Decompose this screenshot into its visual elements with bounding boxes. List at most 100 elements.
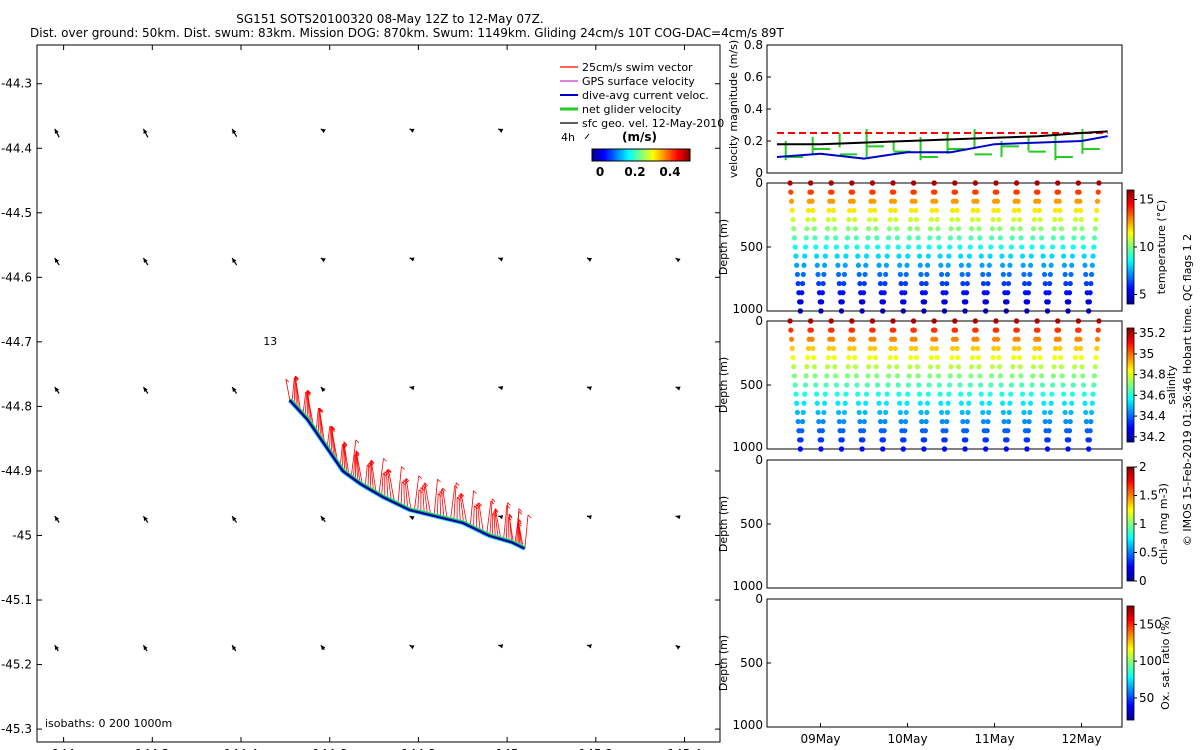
sec2-profile-point [922,428,928,434]
sec1-profile-point [1088,271,1095,278]
swim-vector [304,390,308,417]
sec2-profile-point [1039,382,1045,388]
map-annotation: 13 [263,335,277,348]
sec1-profile-point [892,207,898,214]
sec2-profile-point [941,446,948,452]
sec2-profile-point [1050,373,1056,379]
sec1-profile-point [860,290,867,296]
sec2-profile-point [945,400,951,406]
sec1-profile-point [1076,189,1082,195]
sec1-profile-point [1055,180,1061,186]
sec2-profile-point [1000,409,1006,416]
sec2-profile-point [1055,327,1062,333]
sec2-profile-point [1077,345,1084,352]
sec1-profile-point [957,244,963,250]
sec2-profile-point [1069,391,1076,397]
map-xtick-label: 144 [52,747,75,750]
sec2-profile-point [933,345,940,352]
sec1-profile-point [875,253,881,259]
sec1-profile-point [876,262,882,268]
sec1-profile-point [1086,308,1092,314]
sec2-profile-point [847,345,853,352]
velocity-ytick-label: 0.2 [744,134,763,148]
sec1-profile-point [969,226,975,232]
sec1-profile-point [850,198,856,204]
map-colorbar [591,148,691,162]
swim-vector [369,461,372,490]
sec1-profile-point [979,262,985,268]
sec2-profile-point [877,409,883,416]
sec1-profile-point [801,262,807,268]
sec1-profile-point [958,253,964,259]
sec1-profile-point [1038,235,1045,241]
sec1-profile-point [907,226,913,232]
sec1-profile-point [810,207,816,214]
sec1-profile-point [821,271,827,278]
sfc-velocity-arrow-head [498,644,504,649]
sec2-profile-point [970,345,976,352]
swim-vector [433,479,438,516]
sec1-profile-point [1003,308,1009,314]
map-ytick-label: -45.2 [1,658,32,672]
sec2-profile-point [952,318,958,324]
sec1-profile-point [936,235,942,241]
sec2-profile-point [852,364,859,370]
sec2-profile-point [829,327,835,333]
sec2-profile-point [833,382,839,388]
swim-vector-head [331,428,335,432]
sec2-profile-point [791,364,797,370]
sec1-profile-point [933,198,939,204]
sec1-profile-point [788,189,794,195]
sec1-profile-point [1062,271,1068,278]
sec2-profile-point [937,391,943,397]
sec2-profile-point [863,400,869,406]
sec1-profile-point [886,226,892,232]
sec1-ytick-label: 1000 [732,302,763,316]
sec2-profile-point [967,382,973,388]
sec1-ctick-label: 15 [1139,193,1154,207]
sec1-profile-point [927,235,933,241]
sec2-profile-point [804,364,810,370]
sec2-profile-point [811,364,817,370]
sec2-profile-point [1060,382,1066,388]
swim-vector [505,502,508,541]
swim-vector [367,463,370,489]
sec1-profile-point [975,216,981,223]
sec2-profile-point [870,327,876,333]
sec1-profile-point [840,290,846,296]
sec2-profile-point [916,382,922,388]
map-ytick-label: -44.7 [1,335,32,349]
sec1-profile-point [931,180,937,186]
sec2-profile-point [874,382,881,388]
swim-vector [439,491,442,518]
sec1-profile-point [846,216,852,223]
sec2-profile-point [853,373,859,379]
sec2-profile-point [823,382,829,388]
sec1-profile-point [881,290,887,296]
sec1-profile-point [1050,235,1056,241]
sec2-profile-point [1032,345,1038,352]
sec2-profile-point [1052,354,1058,361]
map-ytick-label: -44.4 [1,141,32,155]
swim-vector [381,473,384,497]
sec2-profile-point [1008,391,1014,397]
sec2-profile-point [1011,345,1017,352]
sec2-profile-point [895,382,901,388]
sec1-profile-point [1091,235,1098,241]
sec1-profile-point [823,244,829,250]
map-ytick-label: -44.5 [1,206,32,220]
sec2-profile-point [1015,336,1021,342]
sec1-profile-point [988,244,994,250]
sec1-profile-point [1067,280,1073,287]
sec2-profile-point [1075,318,1081,324]
sec1-profile-point [887,216,893,223]
sec2-profile-point [911,318,917,324]
sec2-profile-point [1094,336,1101,342]
velocity-panel: 0 0.2 0.4 0.6 0.8 velocity magnitude (m/s) [727,38,1123,180]
sfc-velocity-arrow-head [409,516,415,521]
swim-vector [477,503,481,532]
sec2-profile-point [927,364,934,370]
sec1-profile-point [1094,207,1100,214]
sec1-profile-point [1038,226,1044,232]
sec1-profile-point [904,262,910,268]
